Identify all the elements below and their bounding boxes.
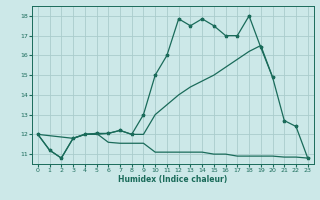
X-axis label: Humidex (Indice chaleur): Humidex (Indice chaleur) [118,175,228,184]
